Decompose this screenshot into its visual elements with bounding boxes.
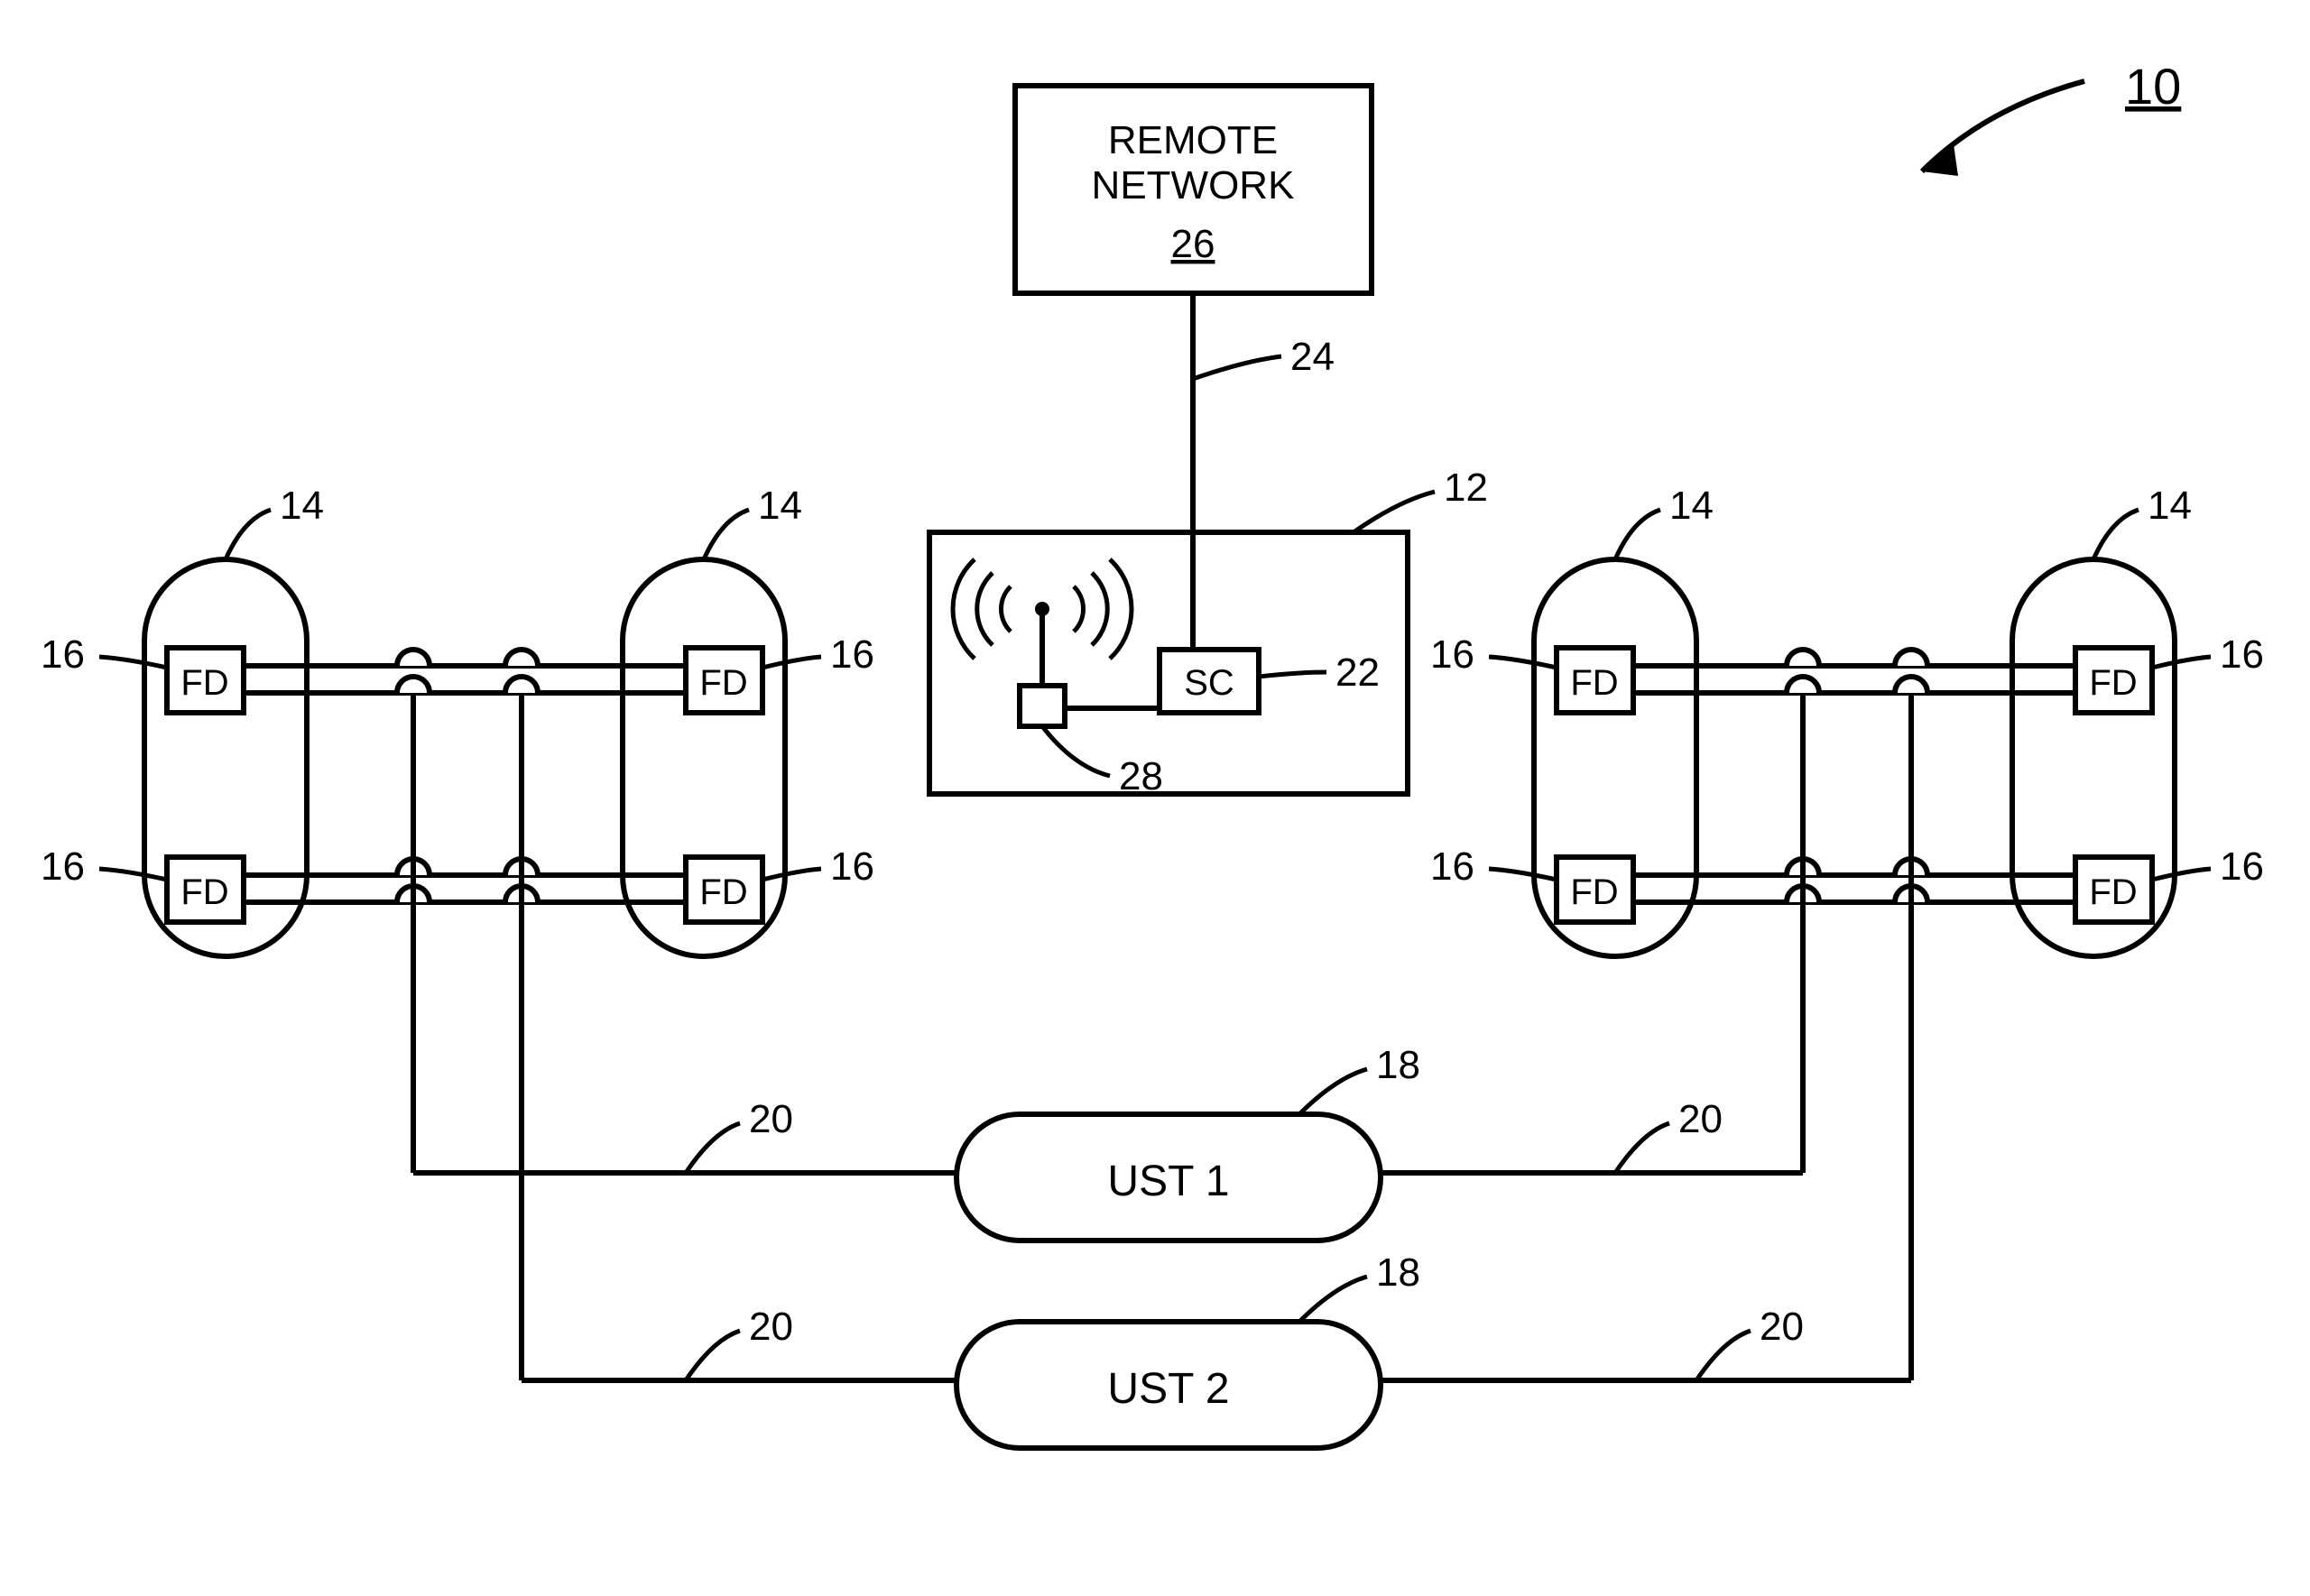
link-line: 24 (1193, 293, 1335, 532)
svg-text:20: 20 (749, 1305, 793, 1349)
svg-text:16: 16 (2220, 632, 2264, 677)
tank-ust1: UST 1 18 (956, 1043, 1420, 1241)
sc-ref: 22 (1335, 650, 1380, 695)
remote-network-ref: 26 (1171, 222, 1215, 266)
diagram-root: 10 REMOTE NETWORK 26 24 12 SC 22 (0, 0, 2310, 1596)
ust2-label: UST 2 (1107, 1365, 1229, 1413)
svg-text:FD: FD (2089, 663, 2137, 703)
ust1-label: UST 1 (1107, 1158, 1229, 1205)
svg-text:14: 14 (2148, 484, 2192, 528)
link-ref: 24 (1290, 335, 1335, 379)
svg-text:16: 16 (41, 844, 85, 889)
svg-text:14: 14 (280, 484, 324, 528)
svg-text:FD: FD (699, 663, 747, 703)
remote-network-box: REMOTE NETWORK 26 (1015, 86, 1372, 293)
controller-box: 12 SC 22 (929, 466, 1488, 798)
svg-text:20: 20 (1678, 1097, 1723, 1141)
svg-text:14: 14 (758, 484, 802, 528)
svg-text:FD: FD (699, 872, 747, 912)
svg-text:FD: FD (2089, 872, 2137, 912)
svg-text:16: 16 (1430, 844, 1474, 889)
figure-ref: 10 (1922, 58, 2181, 176)
right-island-group: FD FD FD FD 14 14 16 16 16 16 (1430, 484, 2264, 1380)
svg-text:20: 20 (749, 1097, 793, 1141)
remote-network-label-line1: REMOTE (1108, 118, 1278, 162)
fd-LB-bot: FD (686, 857, 762, 922)
ust2-ref: 18 (1376, 1250, 1420, 1295)
svg-text:16: 16 (2220, 844, 2264, 889)
wireless-ref: 28 (1119, 754, 1163, 798)
remote-network-label-line2: NETWORK (1092, 163, 1295, 208)
wireless-icon: 28 (953, 559, 1163, 798)
svg-text:16: 16 (1430, 632, 1474, 677)
figure-ref-number: 10 (2125, 58, 2181, 115)
svg-text:14: 14 (1669, 484, 1714, 528)
svg-text:20: 20 (1760, 1305, 1804, 1349)
svg-text:16: 16 (41, 632, 85, 677)
svg-text:FD: FD (1570, 872, 1618, 912)
svg-text:FD: FD (180, 872, 228, 912)
sc-label: SC (1184, 663, 1234, 703)
tank-ust2: UST 2 18 (956, 1250, 1420, 1448)
left-island-group: FD FD FD FD 14 14 16 16 16 16 (41, 484, 874, 1380)
fd-LA-top: FD (167, 648, 244, 713)
svg-text:16: 16 (830, 632, 874, 677)
fd-LA-bot: FD (167, 857, 244, 922)
ust1-ref: 18 (1376, 1043, 1420, 1087)
controller-box-ref: 12 (1444, 466, 1488, 510)
svg-text:FD: FD (180, 663, 228, 703)
svg-text:FD: FD (1570, 663, 1618, 703)
fd-LB-top: FD (686, 648, 762, 713)
sc-box: SC 22 (1160, 532, 1380, 713)
svg-text:16: 16 (830, 844, 874, 889)
